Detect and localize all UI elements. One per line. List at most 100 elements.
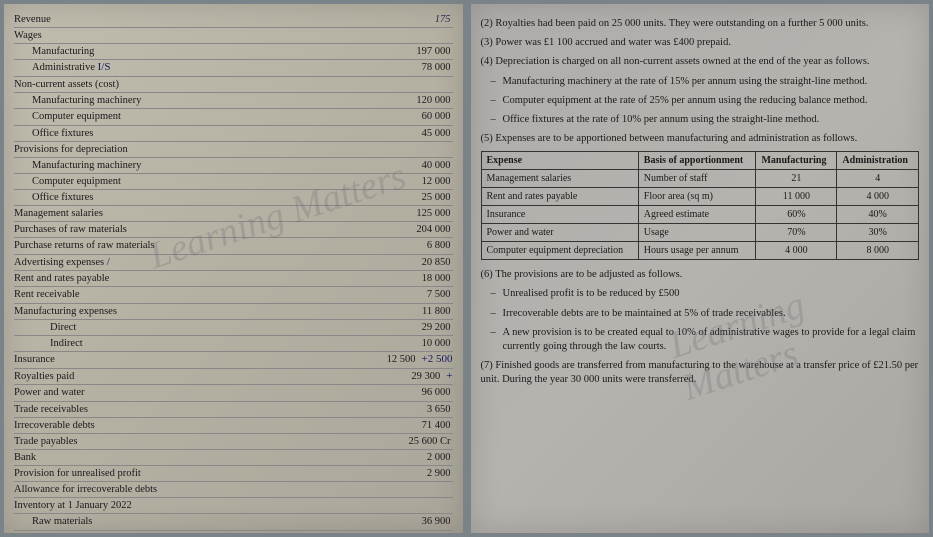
ledger-label: Manufacturing machinery bbox=[14, 94, 375, 107]
table-header: Basis of apportionment bbox=[638, 152, 756, 170]
ledger-value: 45 000 bbox=[375, 127, 453, 140]
table-row: Rent and rates payableFloor area (sq m)1… bbox=[481, 188, 919, 206]
ledger-label: Administrative I/S bbox=[14, 61, 375, 75]
table-cell: Number of staff bbox=[638, 170, 756, 188]
note-sub-item: Irrecoverable debts are to be maintained… bbox=[481, 307, 920, 321]
ledger-label: Bank bbox=[14, 451, 375, 464]
ledger-row: Rent and rates payable18 000 bbox=[14, 271, 453, 287]
table-cell: Usage bbox=[638, 224, 756, 242]
table-cell: 40% bbox=[837, 206, 919, 224]
ledger-row: Direct29 200 bbox=[14, 320, 453, 336]
table-cell: Agreed estimate bbox=[638, 206, 756, 224]
ledger-row: Allowance for irrecoverable debts bbox=[14, 482, 453, 498]
note-5: (5) Expenses are to be apportioned betwe… bbox=[481, 132, 920, 146]
ledger-value: 71 400 bbox=[375, 419, 453, 432]
ledger-label: Power and water bbox=[14, 386, 375, 399]
ledger-value: 29 300 bbox=[364, 370, 442, 384]
ledger-label: Rent receivable bbox=[14, 288, 375, 301]
ledger-value: 2 000 bbox=[375, 451, 453, 464]
ledger-value: 20 850 bbox=[375, 256, 453, 270]
ledger-label: Advertising expenses / bbox=[14, 256, 375, 270]
ledger-label: Provisions for depreciation bbox=[14, 143, 375, 156]
ledger-value: 25 000 bbox=[375, 191, 453, 204]
handwritten-note: + bbox=[446, 370, 452, 384]
left-page: Revenue175Wages Manufacturing197 000Admin… bbox=[4, 4, 463, 533]
ledger-row: Manufacturing machinery120 000 bbox=[14, 93, 453, 109]
ledger-row: Administrative I/S78 000 bbox=[14, 60, 453, 77]
ledger-label: Indirect bbox=[14, 337, 375, 350]
ledger-row: Manufacturing expenses11 800 bbox=[14, 304, 453, 320]
table-cell: 21 bbox=[756, 170, 837, 188]
ledger-value: 12 500 bbox=[340, 353, 418, 367]
ledger-row: Royalties paid29 300 + bbox=[14, 369, 453, 386]
table-row: Power and waterUsage70%30% bbox=[481, 224, 919, 242]
note-item: (2) Royalties had been paid on 25 000 un… bbox=[481, 17, 920, 31]
ledger-row: Manufacturing197 000 bbox=[14, 44, 453, 60]
ledger-label: Purchase returns of raw materials bbox=[14, 239, 375, 252]
ledger-label: Office fixtures bbox=[14, 191, 375, 204]
note-item: (3) Power was £1 100 accrued and water w… bbox=[481, 36, 920, 50]
ledger-label: Royalties paid bbox=[14, 370, 364, 384]
note-7: (7) Finished goods are transferred from … bbox=[481, 359, 920, 387]
table-cell: 8 000 bbox=[837, 242, 919, 260]
ledger-row: Trade receivables3 650 bbox=[14, 402, 453, 418]
ledger-value: 96 000 bbox=[375, 386, 453, 399]
ledger-row: Management salaries125 000 bbox=[14, 206, 453, 222]
ledger-value bbox=[375, 499, 453, 512]
ledger-label: Office fixtures bbox=[14, 127, 375, 140]
ledger-value bbox=[375, 483, 453, 496]
ledger-value: 125 000 bbox=[375, 207, 453, 220]
table-cell: 30% bbox=[837, 224, 919, 242]
note-item: (4) Depreciation is charged on all non-c… bbox=[481, 55, 920, 69]
ledger-row: Trade payables25 600 Cr bbox=[14, 434, 453, 450]
table-cell: 11 000 bbox=[756, 188, 837, 206]
trial-balance-table: Revenue175Wages Manufacturing197 000Admin… bbox=[14, 12, 453, 533]
ledger-value: 7 500 bbox=[375, 288, 453, 301]
ledger-row: Insurance12 500+2 500 bbox=[14, 352, 453, 369]
ledger-label: Inventory at 1 January 2022 bbox=[14, 499, 375, 512]
ledger-row: Wages bbox=[14, 28, 453, 44]
ledger-value: 29 200 bbox=[375, 321, 453, 334]
ledger-value bbox=[375, 78, 453, 91]
ledger-row: Computer equipment60 000 bbox=[14, 109, 453, 125]
ledger-row: Advertising expenses /20 850 bbox=[14, 255, 453, 272]
note-sub-item: A new provision is to be created equal t… bbox=[481, 326, 920, 354]
note-sub-item: Unrealised profit is to be reduced by £5… bbox=[481, 287, 920, 301]
ledger-row: Power and water96 000 bbox=[14, 385, 453, 401]
ledger-row: Revenue175 bbox=[14, 12, 453, 28]
ledger-value: 36 900 bbox=[375, 515, 453, 528]
table-cell: 60% bbox=[756, 206, 837, 224]
ledger-row: Provision for unrealised profit2 900 bbox=[14, 466, 453, 482]
table-row: InsuranceAgreed estimate60%40% bbox=[481, 206, 919, 224]
table-header: Expense bbox=[481, 152, 638, 170]
ledger-row: Office fixtures45 000 bbox=[14, 126, 453, 142]
table-cell: 4 000 bbox=[837, 188, 919, 206]
ledger-row: Manufacturing machinery40 000 bbox=[14, 158, 453, 174]
table-cell: 4 000 bbox=[756, 242, 837, 260]
table-header: Administration bbox=[837, 152, 919, 170]
ledger-label: Rent and rates payable bbox=[14, 272, 375, 285]
ledger-row: Bank2 000 bbox=[14, 450, 453, 466]
table-cell: Floor area (sq m) bbox=[638, 188, 756, 206]
ledger-label: Computer equipment bbox=[14, 110, 375, 123]
ledger-row: Purchase returns of raw materials6 800 bbox=[14, 238, 453, 254]
ledger-value: 197 000 bbox=[375, 45, 453, 58]
ledger-value: 120 000 bbox=[375, 94, 453, 107]
ledger-value: 204 000 bbox=[375, 223, 453, 236]
table-header: Manufacturing bbox=[756, 152, 837, 170]
ledger-label: Direct bbox=[14, 321, 375, 334]
ledger-row: Indirect10 000 bbox=[14, 336, 453, 352]
table-cell: 4 bbox=[837, 170, 919, 188]
ledger-value: 11 800 bbox=[375, 305, 453, 318]
ledger-row: Inventory at 1 January 2022 bbox=[14, 498, 453, 514]
ledger-row: Rent receivable7 500 bbox=[14, 287, 453, 303]
table-cell: Computer equipment depreciation bbox=[481, 242, 638, 260]
ledger-value: 10 000 bbox=[375, 337, 453, 350]
ledger-label: Provision for unrealised profit bbox=[14, 467, 375, 480]
ledger-label: Wages bbox=[14, 29, 375, 42]
handwritten-note: +2 500 bbox=[422, 353, 453, 367]
ledger-value: 175 bbox=[375, 13, 453, 26]
ledger-label: Raw materials bbox=[14, 515, 375, 528]
note-sub-item: Computer equipment at the rate of 25% pe… bbox=[481, 94, 920, 108]
ledger-label: Irrecoverable debts bbox=[14, 419, 375, 432]
